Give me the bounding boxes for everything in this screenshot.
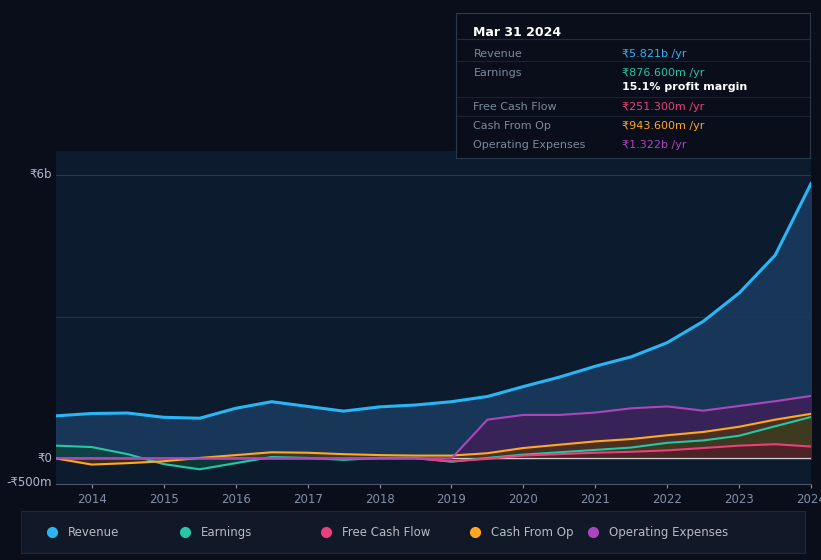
Text: ₹251.300m /yr: ₹251.300m /yr — [622, 102, 704, 113]
Text: ₹943.600m /yr: ₹943.600m /yr — [622, 121, 704, 131]
Text: Operating Expenses: Operating Expenses — [608, 526, 727, 539]
Text: ₹5.821b /yr: ₹5.821b /yr — [622, 49, 687, 59]
Text: Free Cash Flow: Free Cash Flow — [474, 102, 557, 113]
Text: Cash From Op: Cash From Op — [491, 526, 573, 539]
Text: 15.1% profit margin: 15.1% profit margin — [622, 82, 748, 92]
Text: ₹876.600m /yr: ₹876.600m /yr — [622, 68, 704, 78]
Text: Free Cash Flow: Free Cash Flow — [342, 526, 430, 539]
Text: ₹0: ₹0 — [37, 452, 52, 465]
Text: Mar 31 2024: Mar 31 2024 — [474, 26, 562, 39]
Text: Earnings: Earnings — [474, 68, 522, 78]
Text: Cash From Op: Cash From Op — [474, 121, 551, 131]
Text: Operating Expenses: Operating Expenses — [474, 140, 585, 150]
Text: Earnings: Earnings — [201, 526, 252, 539]
Text: ₹1.322b /yr: ₹1.322b /yr — [622, 140, 687, 150]
Text: -₹500m: -₹500m — [7, 475, 52, 488]
Text: ₹6b: ₹6b — [30, 169, 52, 181]
Text: Revenue: Revenue — [67, 526, 119, 539]
Text: Revenue: Revenue — [474, 49, 522, 59]
